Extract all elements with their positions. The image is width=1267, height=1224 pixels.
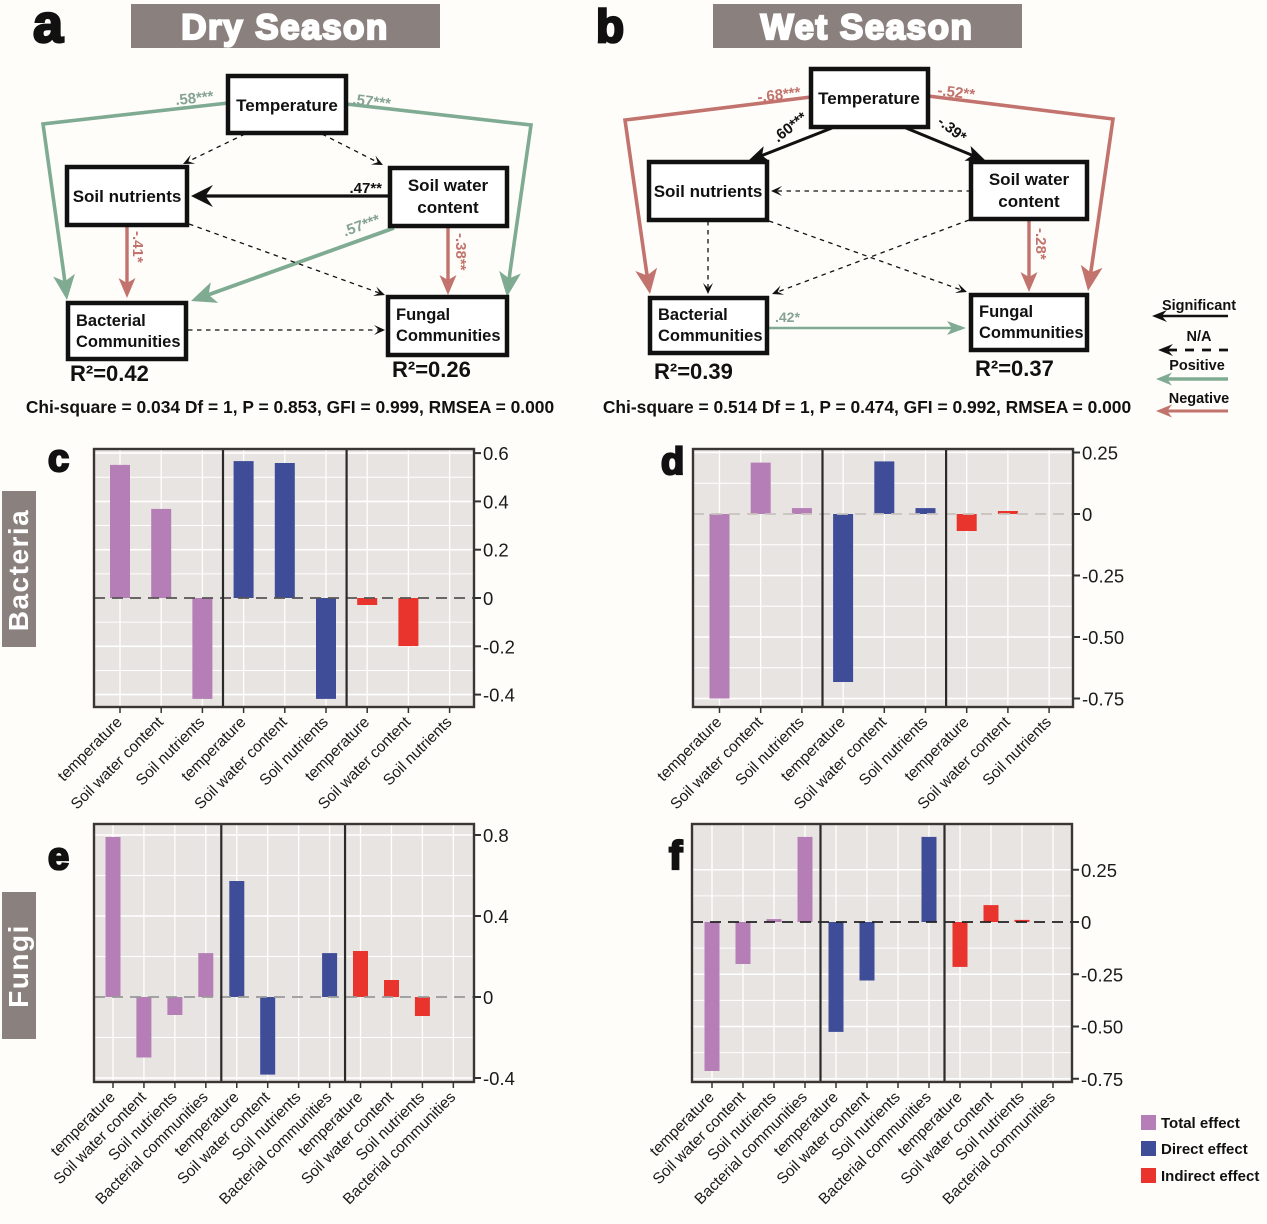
svg-text:-0.4: -0.4	[483, 1068, 515, 1089]
svg-text:f: f	[669, 834, 683, 878]
svg-text:-0.75: -0.75	[1081, 1069, 1123, 1090]
svg-text:0: 0	[483, 987, 493, 1008]
svg-text:.57***: .57***	[352, 91, 392, 113]
svg-text:Positive: Positive	[1169, 358, 1225, 374]
svg-text:R²=0.39: R²=0.39	[654, 359, 733, 384]
svg-text:Chi-square = 0.514 Df = 1, P =: Chi-square = 0.514 Df = 1, P = 0.474, GF…	[603, 397, 1131, 417]
svg-text:Temperature: Temperature	[818, 89, 920, 108]
svg-text:Soil nutrients: Soil nutrients	[73, 187, 182, 206]
svg-text:-0.25: -0.25	[1082, 566, 1124, 587]
svg-text:0.8: 0.8	[483, 825, 509, 846]
svg-text:-0.50: -0.50	[1081, 1017, 1123, 1038]
svg-text:Soil nutrients: Soil nutrients	[654, 182, 763, 201]
svg-text:Dry Season: Dry Season	[181, 8, 389, 47]
svg-text:0.25: 0.25	[1082, 443, 1118, 464]
svg-text:-.38**: -.38**	[452, 233, 469, 271]
svg-text:Bacterial: Bacterial	[76, 312, 146, 330]
svg-text:Significant: Significant	[1162, 298, 1236, 314]
svg-text:-0.25: -0.25	[1081, 964, 1123, 985]
svg-text:Direct effect: Direct effect	[1161, 1141, 1248, 1158]
svg-text:Chi-square = 0.034 Df = 1, P =: Chi-square = 0.034 Df = 1, P = 0.853, GF…	[26, 397, 554, 417]
svg-text:0.4: 0.4	[483, 491, 509, 512]
svg-text:Fungi: Fungi	[3, 924, 34, 1008]
svg-text:Bacterial: Bacterial	[658, 306, 728, 324]
svg-text:Wet Season: Wet Season	[761, 8, 974, 47]
svg-text:Communities: Communities	[76, 333, 181, 351]
svg-text:Communities: Communities	[979, 324, 1084, 342]
svg-text:0.25: 0.25	[1081, 860, 1117, 881]
svg-text:-0.4: -0.4	[483, 685, 515, 706]
svg-text:content: content	[417, 198, 479, 217]
svg-text:Soil water: Soil water	[408, 176, 489, 195]
svg-text:R²=0.26: R²=0.26	[392, 357, 471, 382]
svg-text:0: 0	[483, 588, 493, 609]
svg-text:0.4: 0.4	[483, 906, 509, 927]
svg-text:d: d	[661, 441, 684, 483]
svg-text:0: 0	[1082, 504, 1092, 525]
svg-text:Total effect: Total effect	[1161, 1115, 1240, 1132]
svg-text:-.52**: -.52**	[937, 82, 976, 103]
svg-text:R²=0.37: R²=0.37	[975, 356, 1054, 381]
svg-text:Bacteria: Bacteria	[3, 509, 34, 632]
svg-text:b: b	[596, 0, 624, 52]
svg-text:-.41*: -.41*	[129, 231, 146, 263]
svg-text:-.68***: -.68***	[756, 84, 801, 106]
svg-text:Negative: Negative	[1169, 391, 1229, 407]
svg-text:-0.50: -0.50	[1082, 627, 1124, 648]
svg-text:content: content	[998, 192, 1060, 211]
svg-text:0.6: 0.6	[483, 443, 509, 464]
svg-text:e: e	[48, 836, 69, 878]
svg-text:0: 0	[1081, 912, 1091, 933]
svg-text:.47**: .47**	[349, 180, 382, 197]
svg-text:a: a	[33, 0, 64, 54]
svg-text:-0.2: -0.2	[483, 636, 515, 657]
svg-text:Soil water: Soil water	[989, 170, 1070, 189]
svg-text:N/A: N/A	[1187, 329, 1213, 345]
svg-text:Temperature: Temperature	[236, 96, 338, 115]
svg-text:Indirect effect: Indirect effect	[1161, 1168, 1259, 1185]
svg-text:-.28*: -.28*	[1032, 228, 1049, 260]
svg-text:0.2: 0.2	[483, 540, 509, 561]
svg-text:Communities: Communities	[658, 327, 763, 345]
svg-text:c: c	[48, 438, 69, 480]
svg-text:Fungal: Fungal	[979, 303, 1033, 321]
svg-text:.58***: .58***	[174, 88, 214, 109]
svg-text:.42*: .42*	[775, 309, 800, 325]
svg-text:Communities: Communities	[396, 327, 501, 345]
svg-text:R²=0.42: R²=0.42	[70, 361, 149, 386]
svg-text:-0.75: -0.75	[1082, 689, 1124, 710]
svg-text:Fungal: Fungal	[396, 306, 450, 324]
